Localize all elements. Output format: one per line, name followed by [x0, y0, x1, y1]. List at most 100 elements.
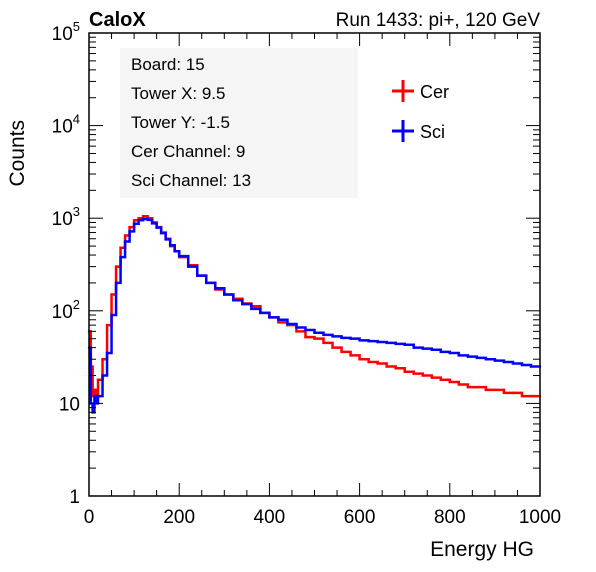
series-line-sci	[89, 217, 540, 414]
data-point-sci	[376, 340, 379, 344]
data-point-cer	[110, 293, 113, 296]
x-tick-label: 0	[84, 507, 95, 528]
y-tick-label: 10	[59, 394, 80, 415]
data-point-sci	[119, 255, 122, 259]
y-tick-label: 102	[52, 297, 80, 323]
data-point-cer	[101, 358, 104, 361]
data-point-sci	[502, 360, 506, 364]
data-point-sci	[520, 363, 524, 367]
data-point-cer	[457, 383, 461, 386]
legend-label-cer: Cer	[420, 82, 449, 102]
data-point-sci	[259, 311, 262, 315]
data-point-sci	[150, 222, 154, 225]
data-point-sci	[141, 217, 145, 221]
data-point-sci	[394, 342, 397, 346]
data-point-cer	[376, 362, 379, 365]
data-point-sci	[232, 299, 235, 302]
x-tick-label: 400	[254, 507, 286, 528]
data-point-sci	[529, 365, 533, 368]
data-point-sci	[340, 336, 343, 340]
data-point-cer	[466, 385, 470, 389]
data-point-cer	[119, 246, 122, 249]
legend: Cer Sci	[392, 80, 449, 142]
legend-item-cer: Cer	[392, 80, 449, 102]
data-point-sci	[223, 293, 226, 296]
data-point-cer	[421, 374, 424, 377]
data-point-sci	[304, 328, 307, 332]
y-tick-label: 103	[52, 204, 80, 230]
data-point-cer	[340, 350, 343, 354]
data-point-cer	[105, 323, 109, 327]
data-point-sci	[448, 351, 451, 355]
data-point-sci	[101, 374, 104, 377]
data-point-sci	[164, 238, 167, 241]
data-point-sci	[173, 250, 176, 253]
data-point-sci	[114, 281, 118, 285]
data-point-sci	[367, 339, 370, 343]
data-point-cer	[520, 394, 524, 398]
chart-title: Run 1433: pi+, 120 GeV	[336, 10, 541, 31]
data-point-sci	[349, 337, 352, 340]
info-board: Board: 15	[131, 55, 205, 74]
data-point-cer	[132, 219, 136, 222]
data-point-cer	[403, 370, 406, 373]
data-point-sci	[322, 333, 325, 337]
data-point-cer	[394, 366, 397, 370]
data-point-sci	[105, 351, 109, 355]
data-point-sci	[137, 219, 140, 222]
data-point-sci	[466, 355, 470, 358]
data-point-sci	[421, 347, 424, 350]
data-point-sci	[286, 322, 289, 326]
data-point-sci	[93, 394, 96, 398]
series-sci	[87, 217, 542, 414]
data-point-sci	[168, 244, 172, 247]
data-point-cer	[93, 388, 96, 392]
legend-label-sci: Sci	[420, 122, 445, 142]
data-point-cer	[349, 354, 352, 357]
info-tower-y: Tower Y: -1.5	[131, 113, 230, 132]
data-point-cer	[430, 376, 433, 379]
data-point-cer	[358, 358, 361, 361]
axis-ticks: 0 200 400 600 800 1000 1 10 102 103 104 105	[52, 19, 562, 528]
data-point-sci	[241, 302, 244, 306]
data-point-sci	[187, 265, 190, 268]
data-point-sci	[146, 218, 149, 222]
data-point-sci	[439, 350, 442, 354]
data-point-cer	[96, 378, 100, 381]
data-point-cer	[322, 341, 325, 345]
data-point-cer	[331, 346, 334, 349]
data-point-cer	[313, 337, 316, 340]
data-point-sci	[295, 326, 298, 329]
info-box: Board: 15 Tower X: 9.5 Tower Y: -1.5 Cer…	[120, 48, 358, 198]
x-tick-label: 200	[163, 507, 195, 528]
data-point-sci	[250, 307, 253, 311]
info-box-background	[120, 48, 358, 198]
x-axis-label: Energy HG	[430, 538, 534, 561]
data-point-cer	[484, 388, 488, 392]
data-layer	[87, 214, 542, 414]
data-point-cer	[295, 330, 298, 333]
legend-item-sci: Sci	[392, 120, 445, 142]
y-tick-label: 1	[69, 487, 80, 508]
data-point-sci	[123, 240, 127, 243]
info-tower-x: Tower X: 9.5	[131, 84, 226, 103]
data-point-cer	[511, 391, 515, 395]
data-point-cer	[123, 234, 127, 237]
data-point-sci	[313, 331, 316, 334]
x-tick-label: 600	[344, 507, 376, 528]
y-axis-label: Counts	[6, 120, 29, 187]
brand-label: CaloX	[89, 9, 146, 31]
data-point-sci	[358, 339, 361, 342]
data-point-sci	[128, 230, 131, 233]
data-point-cer	[277, 321, 280, 324]
data-point-sci	[484, 358, 488, 361]
data-point-cer	[475, 385, 479, 389]
data-point-cer	[448, 380, 451, 384]
x-tick-label: 800	[434, 507, 466, 528]
data-point-cer	[137, 217, 140, 220]
data-point-cer	[412, 372, 415, 375]
data-point-sci	[412, 346, 415, 349]
data-point-cer	[493, 388, 497, 392]
data-point-sci	[385, 341, 388, 345]
data-point-cer	[367, 360, 370, 364]
